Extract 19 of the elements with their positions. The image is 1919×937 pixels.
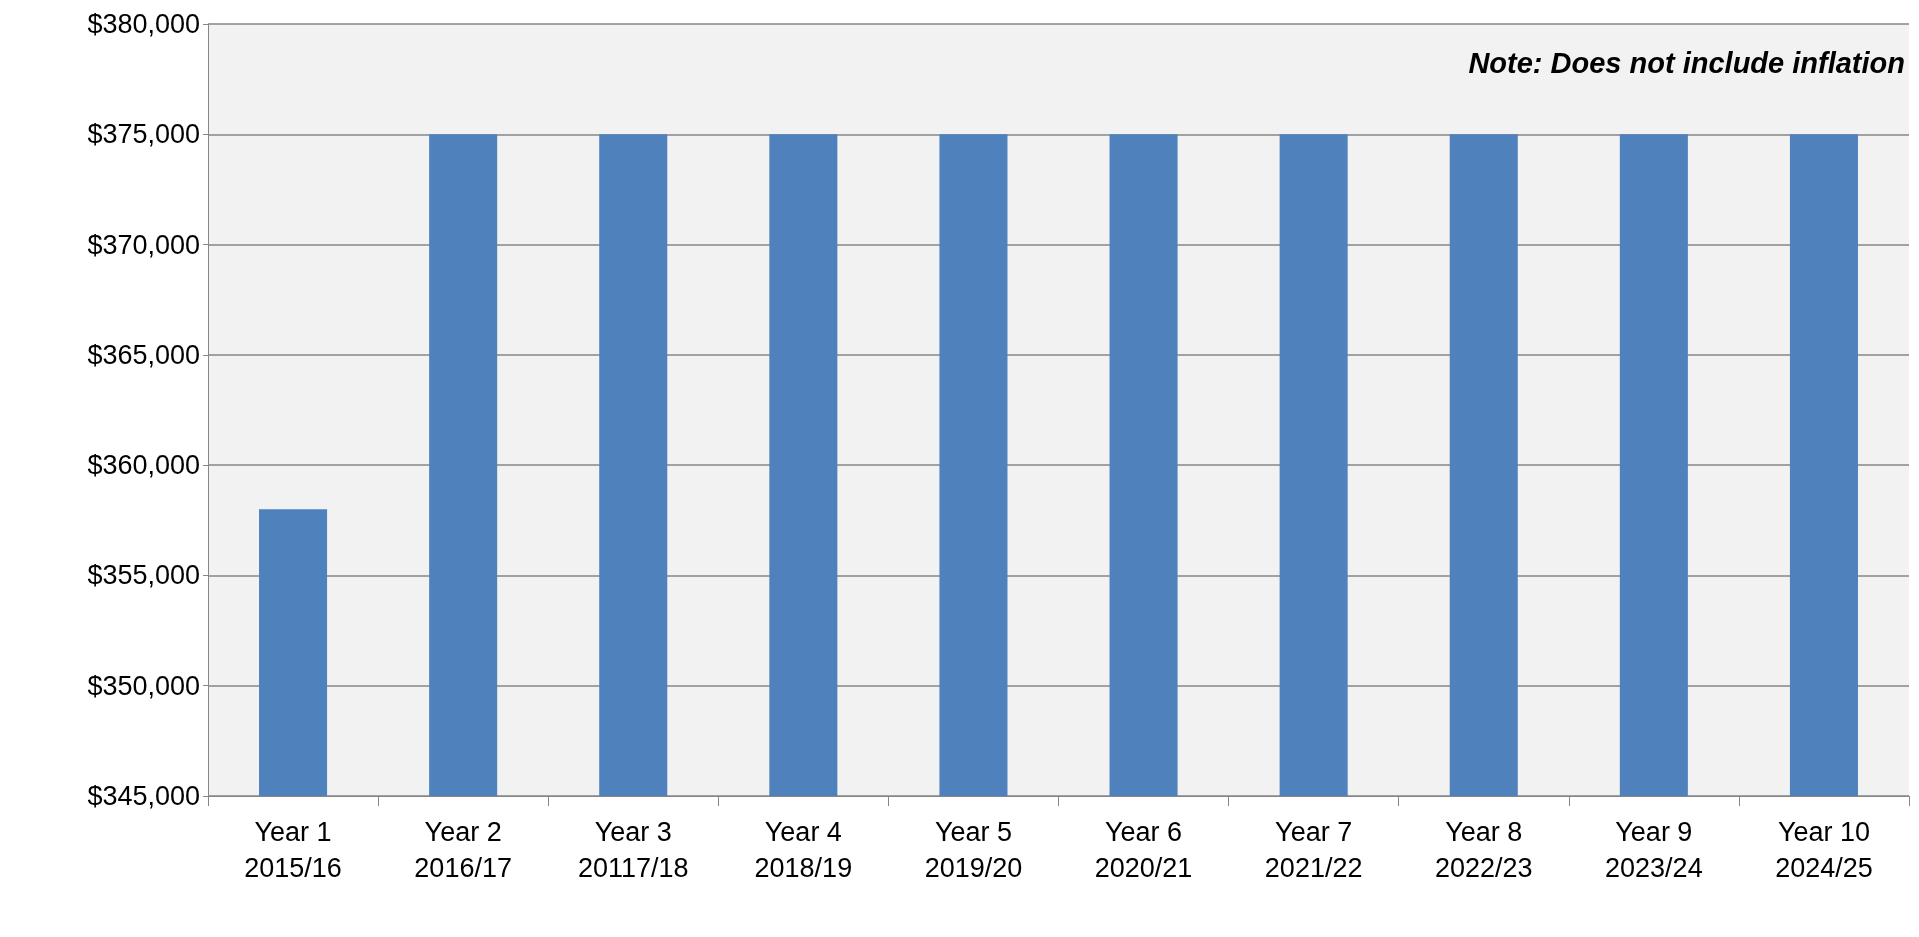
x-tick-label: Year 2 2016/17 [414, 817, 512, 883]
y-tick-label: $370,000 [87, 229, 200, 260]
annotation: Note: Does not include inflation [1468, 46, 1906, 79]
y-tick-label: $365,000 [87, 339, 200, 370]
y-tick-label: $380,000 [87, 9, 200, 39]
x-tick-label: Year 10 2024/25 [1775, 817, 1873, 883]
x-tick-label: Year 6 2020/21 [1094, 817, 1193, 883]
x-tick-label: Year 3 20117/18 [577, 817, 689, 883]
x-tick-label: Year 7 2021/22 [1264, 817, 1363, 883]
y-tick-label: $355,000 [87, 560, 200, 591]
y-tick-label: $360,000 [87, 450, 200, 481]
x-tick-label: Year 9 2023/24 [1605, 817, 1703, 883]
x-tick-label: Year 8 2022/23 [1434, 817, 1533, 883]
y-tick-label: $350,000 [87, 670, 200, 701]
x-tick-label: Year 4 2018/19 [754, 817, 853, 883]
y-tick-label: $345,000 [87, 781, 200, 811]
x-tick-label: Year 5 2019/20 [924, 817, 1023, 883]
y-tick-label: $375,000 [87, 119, 200, 150]
x-tick-label: Year 1 2015/16 [244, 817, 342, 883]
